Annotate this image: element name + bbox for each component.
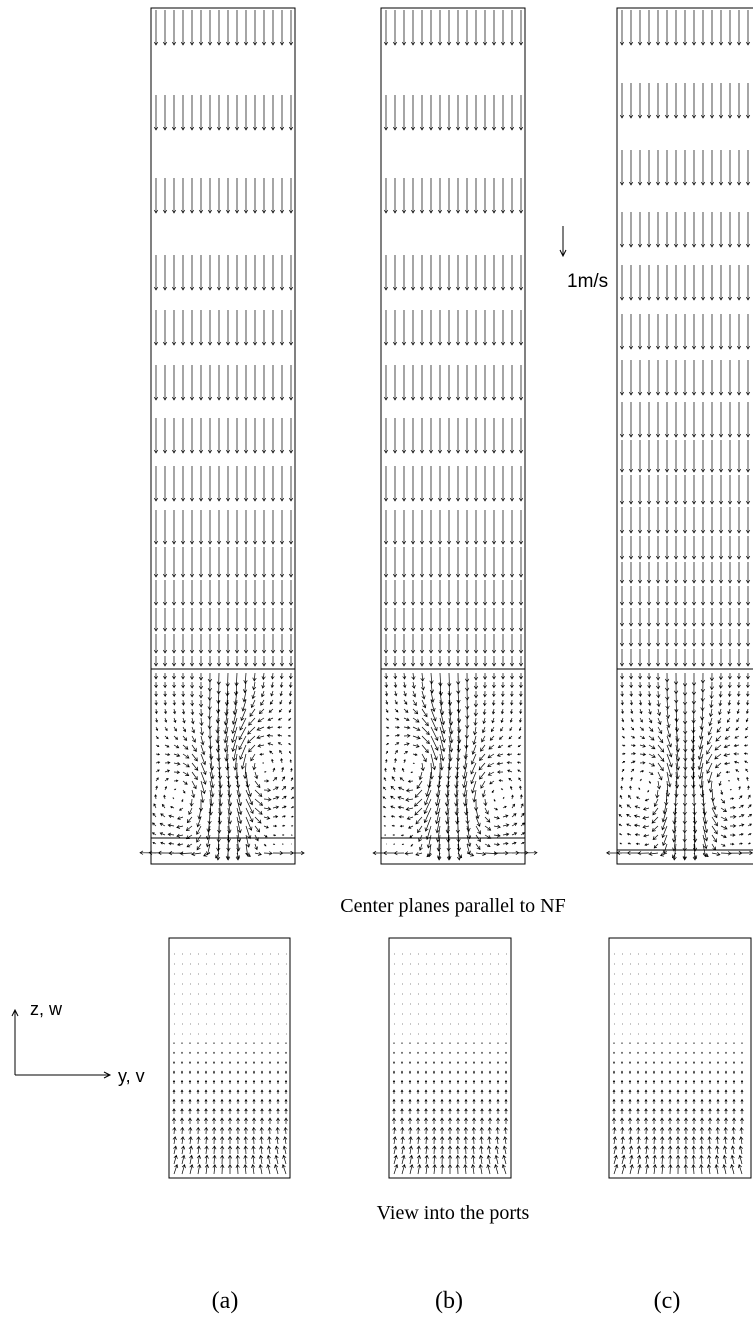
port-vector-field bbox=[172, 953, 288, 1175]
port-vector-field bbox=[612, 953, 744, 1175]
panel-frame bbox=[380, 7, 526, 865]
port-frame bbox=[608, 937, 752, 1179]
panel-frame bbox=[616, 7, 753, 865]
scale-label: 1m/s bbox=[567, 271, 608, 292]
vector-field bbox=[606, 10, 753, 861]
axis-label: y, v bbox=[118, 1066, 145, 1086]
panel-frame bbox=[150, 7, 296, 865]
panel-label: (b) bbox=[435, 1288, 463, 1314]
panel-label: (c) bbox=[654, 1288, 681, 1314]
panel-label: (a) bbox=[212, 1288, 239, 1314]
port-frame bbox=[388, 937, 512, 1179]
vector-field bbox=[372, 10, 538, 861]
axis-label: z, w bbox=[30, 999, 63, 1019]
upper-caption: Center planes parallel to NF bbox=[340, 895, 566, 917]
lower-caption: View into the ports bbox=[377, 1202, 530, 1224]
vector-field bbox=[139, 10, 305, 861]
scale-arrow bbox=[559, 226, 567, 258]
port-frame bbox=[168, 937, 291, 1179]
axes-icon bbox=[11, 1008, 112, 1079]
port-vector-field bbox=[392, 953, 508, 1175]
